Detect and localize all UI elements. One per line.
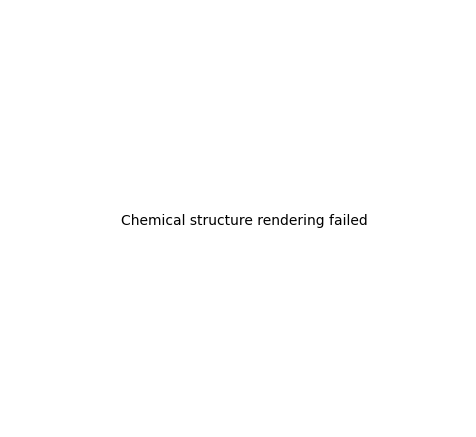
Text: Chemical structure rendering failed: Chemical structure rendering failed (120, 214, 367, 228)
